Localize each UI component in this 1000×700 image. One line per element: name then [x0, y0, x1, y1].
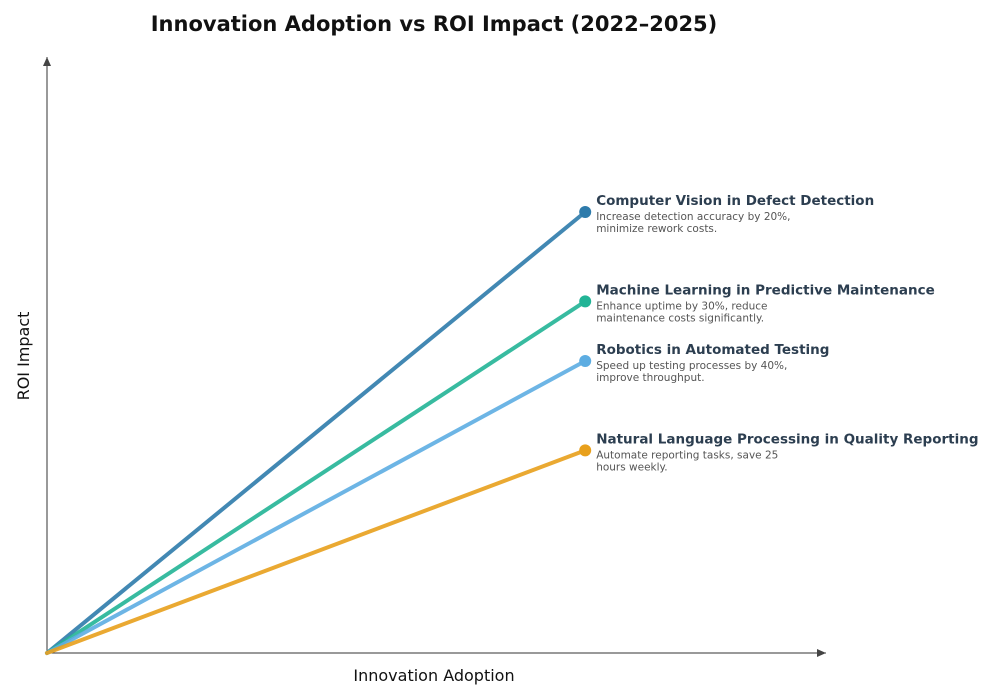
series-endpoint-marker	[579, 295, 592, 308]
x-axis-label: Innovation Adoption	[353, 666, 514, 685]
series-line	[45, 210, 588, 655]
series-name-label: Natural Language Processing in Quality R…	[596, 431, 978, 447]
y-axis-label: ROI Impact	[14, 312, 33, 401]
series-name-label: Computer Vision in Defect Detection	[596, 193, 874, 209]
series-group: Computer Vision in Defect Detection Incre…	[45, 193, 874, 655]
series-description-line: hours weekly.	[596, 461, 667, 473]
series-group: Robotics in Automated Testing Speed up te…	[45, 342, 829, 655]
series-description-line: Speed up testing processes by 40%,	[596, 360, 787, 372]
series-name-label: Machine Learning in Predictive Maintenan…	[596, 282, 935, 298]
series-name-label: Robotics in Automated Testing	[596, 342, 829, 358]
series-endpoint-marker	[579, 444, 592, 457]
series-endpoint-marker	[579, 354, 592, 367]
series-line	[45, 359, 588, 655]
series-layer: Computer Vision in Defect Detection Incre…	[45, 193, 979, 655]
series-description-line: maintenance costs significantly.	[596, 312, 764, 324]
series-description-line: Increase detection accuracy by 20%,	[596, 211, 790, 223]
series-line	[45, 448, 588, 655]
series-group: Machine Learning in Predictive Maintenan…	[45, 282, 935, 655]
series-description-line: Enhance uptime by 30%, reduce	[596, 300, 767, 312]
series-description-line: Automate reporting tasks, save 25	[596, 449, 778, 461]
series-endpoint-marker	[579, 205, 592, 218]
series-line	[45, 299, 588, 655]
chart-title: Innovation Adoption vs ROI Impact (2022–…	[151, 12, 718, 36]
series-group: Natural Language Processing in Quality R…	[45, 431, 979, 655]
series-description-line: minimize rework costs.	[596, 223, 717, 235]
series-description-line: improve throughput.	[596, 372, 704, 384]
